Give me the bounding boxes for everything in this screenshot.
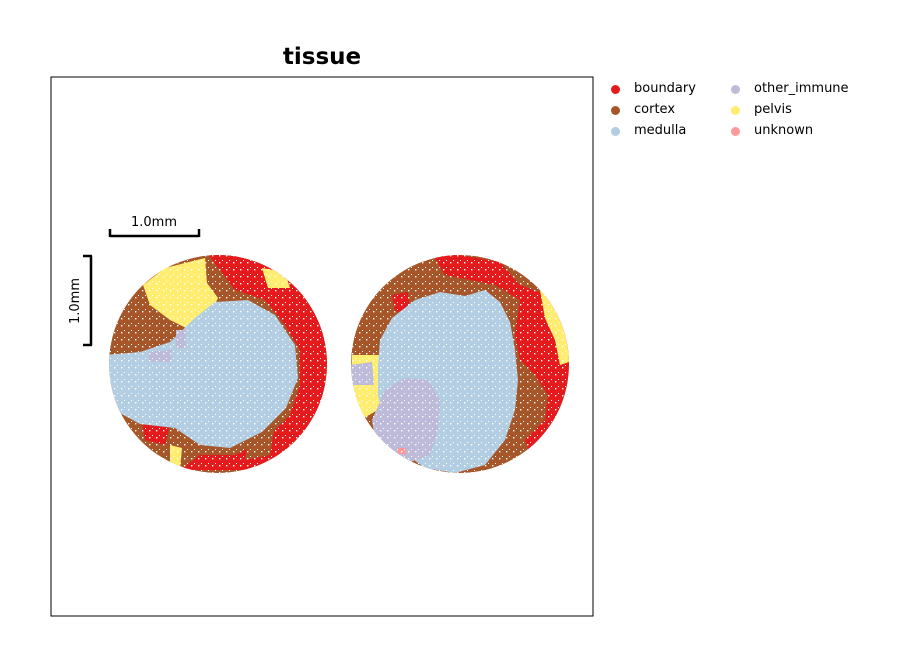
chart-title: tissue (282, 44, 362, 70)
legend-marker (731, 105, 740, 115)
legend-item-pelvis: pelvis (726, 101, 792, 119)
legend-label: pelvis (754, 102, 792, 117)
legend-item-unknown: unknown (726, 122, 813, 140)
legend-label: other_immune (754, 81, 849, 96)
legend-marker (611, 126, 620, 136)
legend-marker (731, 84, 740, 94)
legend-marker (731, 126, 740, 136)
legend-label: boundary (634, 81, 696, 96)
legend-marker (611, 84, 620, 94)
legend-label: cortex (634, 102, 676, 117)
legend-label: medulla (634, 123, 687, 138)
legend-item-boundary: boundary (606, 80, 696, 98)
scale-bar-vertical (83, 254, 93, 347)
scale-bar-horizontal-label: 1.0mm (131, 215, 177, 230)
legend-item-medulla: medulla (606, 122, 686, 140)
legend-item-other-immune: other_immune (726, 80, 849, 98)
scale-bar-horizontal (108, 229, 201, 238)
legend-item-cortex: cortex (606, 101, 675, 119)
tissue-section-right (351, 255, 569, 473)
legend-marker (611, 105, 620, 115)
tissue-section-left (109, 255, 327, 473)
axes-frame (50, 76, 594, 617)
scale-bar-vertical-label: 1.0mm (68, 278, 83, 324)
legend-label: unknown (754, 123, 814, 138)
